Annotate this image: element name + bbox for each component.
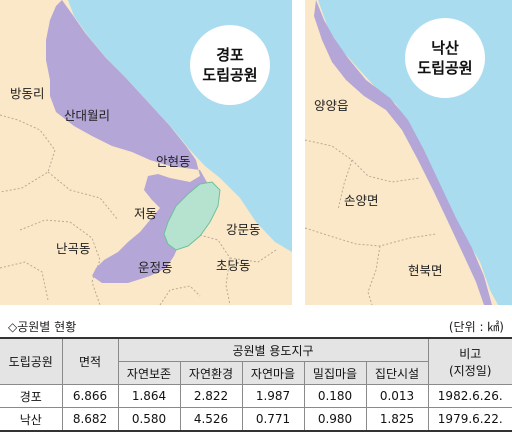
cell-area: 6.866 [61,384,119,408]
cell-note: 1982.6.26. [427,384,512,408]
label-sandae: 산대월리 [64,108,110,123]
header-zone: 집단시설 [365,361,428,385]
gyeongpo-park-area [46,0,208,283]
header-zone: 자연마을 [241,361,305,385]
label-anhyeon: 안현동 [156,154,191,169]
cell-zone: 0.013 [365,384,429,408]
header-zone-group: 공원별 용도지구 [117,337,429,362]
naksan-map: 낙산 도립공원 양양읍 손양면 현북면 [304,0,512,306]
cell-zone: 1.864 [117,384,181,408]
naksan-title-line2: 도립공원 [417,59,472,77]
table-caption-row: ◇공원별 현황 (단위 : ㎢) [0,318,512,336]
gyeongpo-title-line2: 도립공원 [202,66,257,84]
label-chodang: 초당동 [216,258,251,273]
naksan-title-line1: 낙산 [431,39,459,57]
district-boundaries [0,114,277,306]
table-subheader-row: 자연보존 자연환경 자연마을 밀집마을 집단시설 [0,361,512,385]
cell-zone: 2.822 [179,384,243,408]
label-yangyang: 양양읍 [314,98,349,113]
table-unit: (단위 : ㎢) [448,320,504,334]
header-zone: 자연환경 [179,361,243,385]
table-row: 경포 6.866 1.864 2.822 1.987 0.180 0.013 1… [0,384,512,408]
header-zone: 밀집마을 [303,361,367,385]
header-note-line2: (지정일) [449,363,492,378]
label-nangok: 난곡동 [56,241,91,256]
naksan-park-area [314,0,492,305]
label-hyeonbuk: 현북면 [408,263,443,278]
gyeongpo-title-circle [190,25,270,105]
header-zone: 자연보존 [118,361,181,385]
district-boundaries [304,139,437,306]
maps-area: 경포 도립공원 방동리 산대월리 안현동 저동 난곡동 운정동 강문동 초당동 … [0,0,512,306]
cell-zone: 0.580 [117,407,181,432]
lagoon-area [163,181,221,251]
header-note: 비고 (지정일) [427,337,512,385]
cell-zone: 0.771 [241,407,305,432]
park-stats-table: 도립공원 면적 공원별 용도지구 비고 (지정일) 자연보존 자연환경 자연마을… [0,337,512,432]
gyeongpo-map: 경포 도립공원 방동리 산대월리 안현동 저동 난곡동 운정동 강문동 초당동 [0,0,292,306]
cell-zone: 1.825 [365,407,429,432]
cell-zone: 0.980 [303,407,367,432]
table-header-row: 도립공원 면적 공원별 용도지구 비고 (지정일) [0,337,512,385]
label-bangdong: 방동리 [10,86,45,101]
gyeongpo-title-line1: 경포 [216,46,244,64]
label-jeodong: 저동 [134,206,157,221]
header-area: 면적 [61,337,119,385]
label-unjeong: 운정동 [138,260,173,275]
cell-zone: 4.526 [179,407,243,432]
cell-zone: 1.987 [241,384,305,408]
cell-park: 낙산 [0,407,63,432]
cell-note: 1979.6.22. [427,407,512,432]
cell-area: 8.682 [61,407,119,432]
table-caption: ◇공원별 현황 [8,320,77,334]
naksan-title-circle [405,18,485,98]
cell-zone: 0.180 [303,384,367,408]
table-row: 낙산 8.682 0.580 4.526 0.771 0.980 1.825 1… [0,407,512,432]
header-park: 도립공원 [0,337,63,385]
label-sonyang: 손양면 [344,193,379,208]
cell-park: 경포 [0,384,63,408]
label-gangmun: 강문동 [226,222,261,237]
header-note-line1: 비고 [459,346,482,361]
